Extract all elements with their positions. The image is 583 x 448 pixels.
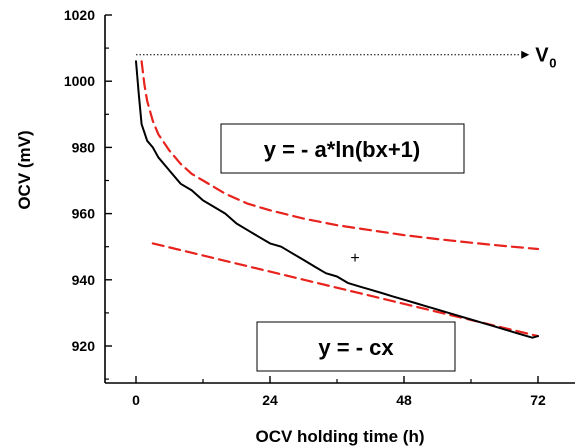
v0-arrow-head: [521, 50, 530, 59]
x-tick-label: 48: [396, 392, 412, 408]
linear-equation-box: y = - cx: [256, 321, 456, 372]
y-tick-label: 960: [72, 206, 96, 222]
log-equation-box: y = - a*ln(bx+1): [220, 123, 465, 174]
v0-label: V: [535, 45, 549, 67]
log-equation-text: y = - a*ln(bx+1): [264, 137, 421, 162]
x-tick-label: 72: [530, 392, 546, 408]
x-axis-title: OCV holding time (h): [255, 427, 424, 446]
y-ticks: 920 940 960 980 1000 1020: [64, 7, 112, 380]
linear-equation-frame: [256, 321, 456, 372]
x-tick-label: 24: [262, 392, 278, 408]
v0-subscript: 0: [549, 56, 556, 71]
y-tick-label: 980: [72, 139, 96, 155]
y-tick-label: 1000: [64, 73, 95, 89]
plot-frame: [104, 15, 575, 384]
linear-equation-text: y = - cx: [318, 335, 394, 360]
y-tick-label: 1020: [64, 7, 95, 23]
y-tick-label: 920: [72, 338, 96, 354]
plus-marker: +: [350, 250, 359, 267]
y-tick-label: 940: [72, 272, 96, 288]
fit-curve-dashed: [140, 60, 540, 251]
x-tick-label: 0: [132, 392, 140, 408]
measured-ocv-curve: [135, 60, 539, 339]
log-equation-frame: [220, 123, 465, 174]
series-layer: [135, 60, 540, 339]
y-axis-title: OCV (mV): [15, 130, 34, 209]
x-ticks: 0 24 48 72: [132, 376, 546, 408]
